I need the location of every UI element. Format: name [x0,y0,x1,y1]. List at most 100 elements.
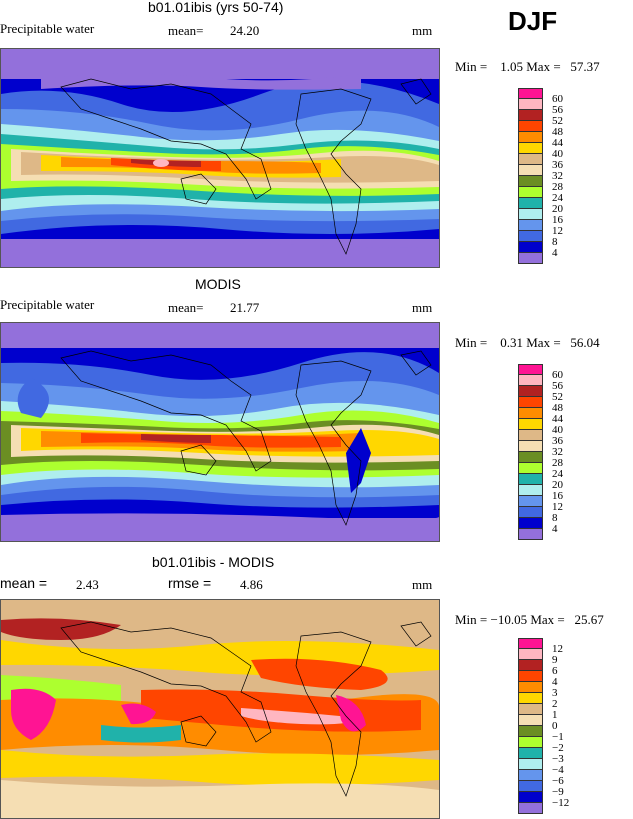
colorbar-label: 20 [552,479,563,491]
panel3-field [1,600,439,818]
colorbar-swatch [518,397,543,408]
colorbar-label: 60 [552,369,563,381]
colorbar-swatch [518,386,543,397]
colorbar-swatch [518,660,543,671]
panel3-colorbar [518,638,544,814]
colorbar-swatch [518,770,543,781]
panel1-mean-value: 24.20 [230,23,260,38]
colorbar-label: 1 [552,709,558,721]
colorbar-swatch [518,99,543,110]
colorbar-swatch [518,693,543,704]
colorbar-label: 60 [552,93,563,105]
colorbar-swatch [518,748,543,759]
colorbar-label: 40 [552,148,563,160]
panel3-units: mm [412,577,433,592]
panel3-rmse-label: rmse = [168,575,212,591]
colorbar-label: 32 [552,446,563,458]
colorbar-label: 16 [552,490,563,502]
colorbar-label: 2 [552,698,558,710]
colorbar-label: 36 [552,435,563,447]
colorbar-swatch [518,110,543,121]
colorbar-swatch [518,408,543,419]
colorbar-label: 56 [552,104,563,116]
colorbar-label: 48 [552,402,563,414]
colorbar-swatch [518,671,543,682]
colorbar-label: 8 [552,512,558,524]
colorbar-swatch [518,419,543,430]
colorbar-label: 12 [552,225,563,237]
colorbar-swatch [518,737,543,748]
panel1-mean-label: mean= [168,23,204,38]
colorbar-swatch [518,88,543,99]
colorbar-label: 3 [552,687,558,699]
colorbar-swatch [518,463,543,474]
panel3-minmax: Min = −10.05 Max = 25.67 [455,612,604,627]
panel2-minmax: Min = 0.31 Max = 56.04 [455,335,600,350]
colorbar-swatch [518,682,543,693]
colorbar-swatch [518,715,543,726]
colorbar-label: 16 [552,214,563,226]
colorbar-label: 32 [552,170,563,182]
panel2-units: mm [412,300,433,315]
colorbar-label: −3 [552,753,564,765]
colorbar-label: 12 [552,501,563,513]
colorbar-swatch [518,485,543,496]
colorbar-swatch [518,803,543,814]
colorbar-label: −9 [552,786,564,798]
colorbar-swatch [518,649,543,660]
panel2-map [0,322,440,542]
panel2-mean-label: mean= [168,300,204,315]
colorbar-label: 12 [552,643,563,655]
colorbar-label: 48 [552,126,563,138]
colorbar-label: 4 [552,676,558,688]
colorbar-label: 36 [552,159,563,171]
colorbar-label: −2 [552,742,564,754]
panel1-units: mm [412,23,433,38]
colorbar-swatch [518,474,543,485]
colorbar-swatch [518,375,543,386]
panel1-title: b01.01ibis (yrs 50-74) [148,0,284,15]
colorbar-label: 52 [552,391,563,403]
panel2-title: MODIS [195,276,241,292]
colorbar-swatch [518,253,543,264]
colorbar-label: 28 [552,181,563,193]
colorbar-swatch [518,430,543,441]
colorbar-swatch [518,364,543,375]
colorbar-label: 28 [552,457,563,469]
colorbar-label: −1 [552,731,564,743]
colorbar-swatch [518,704,543,715]
colorbar-label: 4 [552,523,558,535]
panel1-map [0,48,440,268]
colorbar-swatch [518,143,543,154]
panel3-mean-value: 2.43 [76,577,99,592]
colorbar-label: 44 [552,137,563,149]
colorbar-label: −4 [552,764,564,776]
panel1-colorbar [518,88,544,264]
colorbar-swatch [518,220,543,231]
colorbar-swatch [518,242,543,253]
colorbar-label: 9 [552,654,558,666]
colorbar-swatch [518,121,543,132]
colorbar-swatch [518,441,543,452]
colorbar-swatch [518,759,543,770]
colorbar-label: 6 [552,665,558,677]
colorbar-label: 40 [552,424,563,436]
colorbar-swatch [518,165,543,176]
colorbar-swatch [518,198,543,209]
colorbar-swatch [518,529,543,540]
panel3-rmse-value: 4.86 [240,577,263,592]
colorbar-swatch [518,154,543,165]
colorbar-swatch [518,209,543,220]
panel3-map [0,599,440,819]
colorbar-label: 0 [552,720,558,732]
colorbar-label: 52 [552,115,563,127]
colorbar-swatch [518,132,543,143]
colorbar-label: −6 [552,775,564,787]
colorbar-swatch [518,452,543,463]
colorbar-label: 56 [552,380,563,392]
colorbar-swatch [518,638,543,649]
colorbar-swatch [518,518,543,529]
panel2-field [1,323,439,541]
colorbar-swatch [518,726,543,737]
colorbar-label: 20 [552,203,563,215]
